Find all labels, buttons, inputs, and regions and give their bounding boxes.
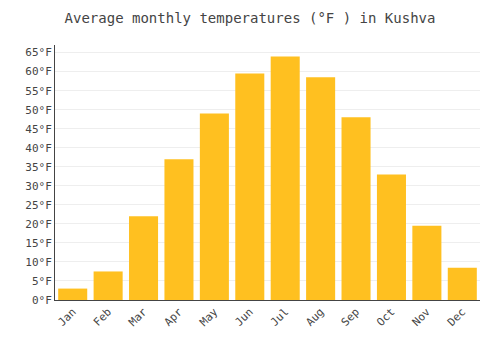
svg-text:60°F: 60°F xyxy=(25,65,52,78)
svg-text:Sep: Sep xyxy=(339,306,362,329)
svg-text:45°F: 45°F xyxy=(25,123,52,136)
svg-text:Jul: Jul xyxy=(268,306,291,329)
svg-text:40°F: 40°F xyxy=(25,142,52,155)
svg-text:Aug: Aug xyxy=(303,306,326,329)
svg-text:May: May xyxy=(197,305,221,329)
svg-text:Apr: Apr xyxy=(162,305,186,329)
svg-text:Feb: Feb xyxy=(91,306,114,329)
svg-text:Oct: Oct xyxy=(374,306,397,329)
svg-text:10°F: 10°F xyxy=(25,256,52,269)
svg-text:35°F: 35°F xyxy=(25,161,52,174)
svg-text:Jun: Jun xyxy=(233,306,256,329)
svg-text:50°F: 50°F xyxy=(25,104,52,117)
svg-text:55°F: 55°F xyxy=(25,85,52,98)
svg-text:Average monthly temperatures (: Average monthly temperatures (°F ) in Ku… xyxy=(65,10,436,26)
svg-text:30°F: 30°F xyxy=(25,180,52,193)
svg-text:65°F: 65°F xyxy=(25,46,52,59)
svg-text:0°F: 0°F xyxy=(32,294,52,307)
svg-text:Dec: Dec xyxy=(445,306,468,329)
svg-text:Mar: Mar xyxy=(126,305,150,329)
svg-text:5°F: 5°F xyxy=(32,275,52,288)
svg-text:Nov: Nov xyxy=(410,305,434,329)
svg-text:20°F: 20°F xyxy=(25,218,52,231)
svg-text:15°F: 15°F xyxy=(25,237,52,250)
svg-text:Jan: Jan xyxy=(55,306,78,329)
svg-text:25°F: 25°F xyxy=(25,199,52,212)
